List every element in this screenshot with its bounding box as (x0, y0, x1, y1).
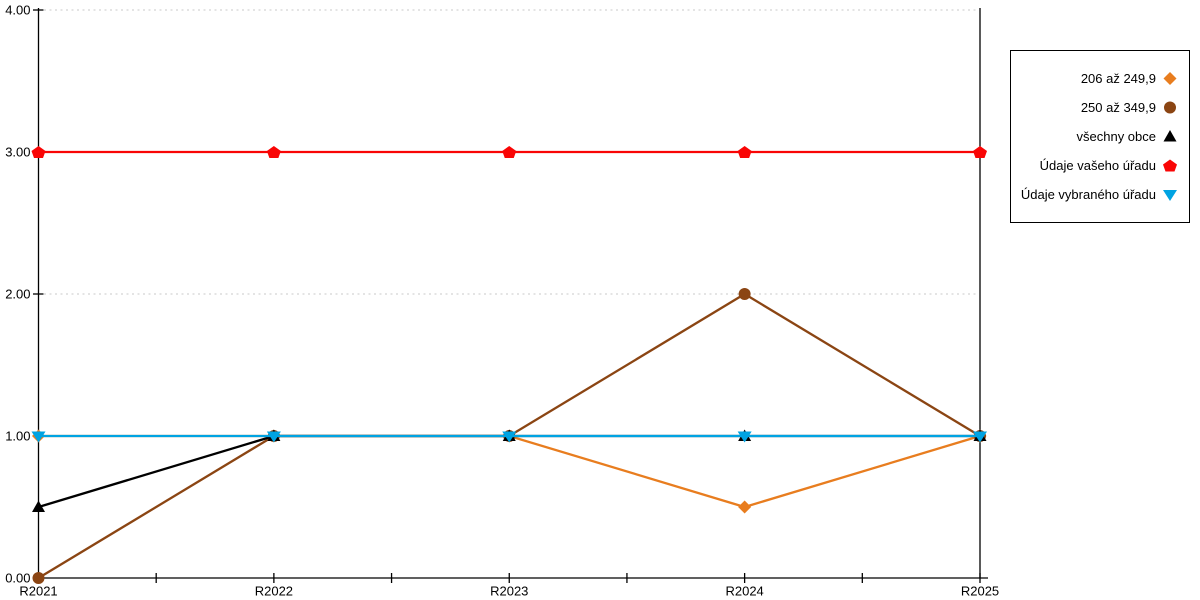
legend-item: Údaje vybraného úřadu (1017, 180, 1178, 209)
pentagon-glyph (1163, 159, 1177, 172)
series-marker-diamond (738, 500, 752, 514)
series-marker-pentagon (266, 146, 281, 158)
x-tick-label: R2024 (725, 584, 763, 599)
y-tick-label: 4.00 (5, 3, 30, 18)
legend-item: všechny obce (1017, 122, 1178, 151)
series-marker-triangle-up (32, 500, 45, 512)
legend-item: 206 až 249,9 (1017, 64, 1178, 93)
series-marker-triangle-down (973, 431, 987, 443)
diamond-icon (1163, 72, 1177, 85)
y-tick-label: 2.00 (5, 287, 30, 302)
series-line-diamond (38, 434, 981, 509)
legend-label: Údaje vybraného úřadu (1020, 187, 1156, 202)
legend-label: všechny obce (1076, 129, 1157, 144)
legend-item: Údaje vašeho úřadu (1017, 151, 1178, 180)
series-marker-pentagon (502, 146, 517, 158)
chart-legend: 206 až 249,9 250 až 349,9 všechny obce Údaj… (1010, 50, 1190, 223)
series-marker-triangle-down (266, 431, 281, 443)
x-tick-label: R2022 (255, 584, 293, 599)
series-marker-circle (32, 572, 45, 584)
series-marker-triangle-down (502, 431, 517, 443)
pentagon-icon (1163, 159, 1177, 172)
series-marker-pentagon (737, 146, 752, 158)
legend-item: 250 až 349,9 (1017, 93, 1178, 122)
legend-label: Údaje vašeho úřadu (1039, 158, 1156, 173)
x-tick-label: R2023 (490, 584, 528, 599)
triangle-down-glyph (1163, 190, 1177, 201)
series-marker-circle (738, 288, 751, 300)
y-tick-label: 1.00 (5, 429, 30, 444)
series-marker-pentagon (973, 146, 987, 158)
x-tick-label: R2021 (19, 584, 57, 599)
triangle-up-icon (1163, 130, 1177, 142)
series-marker-triangle-down (31, 431, 46, 443)
x-tick-label: R2025 (961, 584, 999, 599)
legend-label: 250 až 349,9 (1080, 100, 1156, 115)
circle-glyph (1164, 101, 1176, 114)
y-tick-label: 0.00 (5, 571, 30, 586)
series-line-triangle-up (38, 434, 980, 509)
circle-icon (1164, 101, 1176, 114)
triangle-down-icon (1163, 190, 1177, 201)
legend-label: 206 až 249,9 (1080, 71, 1156, 86)
series-marker-triangle-down (737, 431, 752, 443)
diamond-glyph (1163, 72, 1177, 85)
series-marker-pentagon (31, 146, 46, 158)
y-tick-label: 3.00 (5, 145, 30, 160)
triangle-up-glyph (1163, 130, 1177, 142)
